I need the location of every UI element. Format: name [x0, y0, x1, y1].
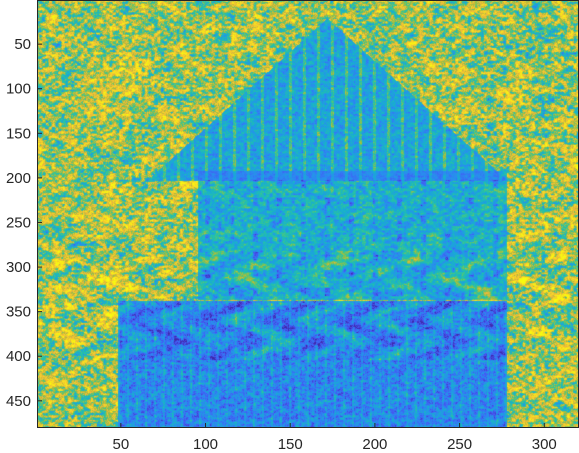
y-tick-label: 450	[6, 393, 31, 410]
x-tick-label: 250	[447, 436, 472, 453]
y-tick-label: 200	[6, 170, 31, 187]
plot-area	[37, 0, 579, 428]
y-tick-label: 50	[14, 36, 31, 53]
x-tick-label: 150	[278, 436, 303, 453]
x-tick-label: 50	[112, 436, 129, 453]
y-tick-label: 250	[6, 214, 31, 231]
y-tick-label: 400	[6, 348, 31, 365]
x-axis: 50 100 150 200 250 300	[112, 423, 557, 453]
heatmap-image	[37, 0, 579, 428]
y-tick-label: 150	[6, 125, 31, 142]
x-tick-label: 200	[362, 436, 387, 453]
y-axis: 50 100 150 200 250 300 350 400 450	[6, 36, 42, 410]
y-tick-label: 350	[6, 304, 31, 321]
y-tick-label: 100	[6, 81, 31, 98]
heatmap-image-frame	[37, 0, 579, 428]
x-tick-label: 100	[193, 436, 218, 453]
x-tick-label: 300	[532, 436, 557, 453]
y-tick-label: 300	[6, 259, 31, 276]
